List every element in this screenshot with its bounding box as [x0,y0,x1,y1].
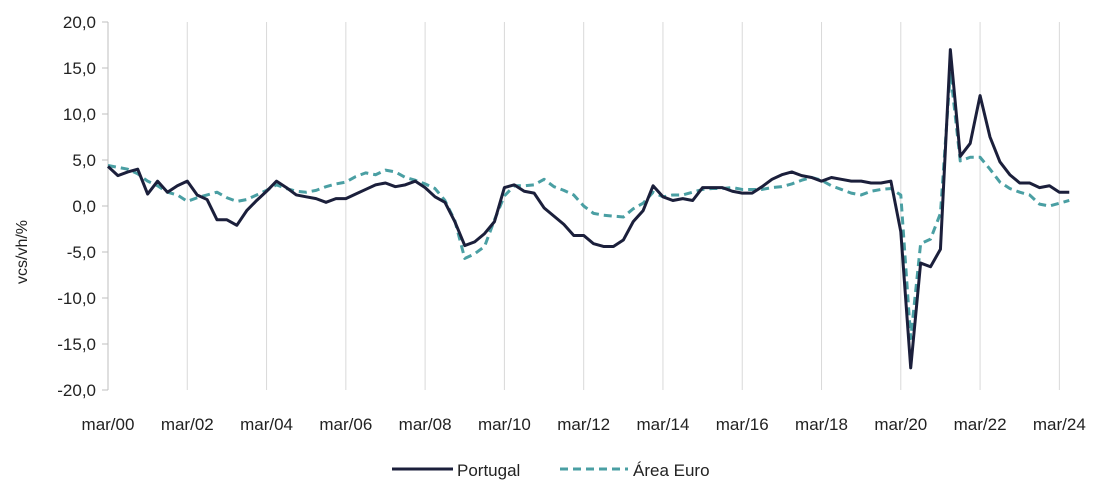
legend: Portugal Área Euro [392,461,710,480]
y-tick-label: 5,0 [72,151,96,170]
y-tick-label: 0,0 [72,197,96,216]
x-tick-label: mar/08 [399,415,452,434]
y-tick-labels: 20,0 15,0 10,0 5,0 0,0 -5,0 -10,0 -15,0 -20,0 [57,13,96,400]
y-axis-title: vcs/vh/% [14,220,31,284]
x-tick-label: mar/20 [874,415,927,434]
x-tick-labels: mar/00 mar/02 mar/04 mar/06 mar/08 mar/10 mar/… [82,415,1086,434]
y-tick-label: -20,0 [57,381,96,400]
series-lines [106,48,1070,370]
x-tick-label: mar/14 [636,415,689,434]
x-tick-label: mar/24 [1033,415,1086,434]
y-tick-label: -15,0 [57,335,96,354]
legend-label-portugal: Portugal [457,461,520,480]
vertical-gridlines [107,22,1060,390]
x-tick-label: mar/12 [557,415,610,434]
y-tick-label: -5,0 [67,243,96,262]
x-tick-label: mar/18 [795,415,848,434]
y-tick-label: 20,0 [63,13,96,32]
y-tick-label: 10,0 [63,105,96,124]
series-line-portugal [106,48,1070,370]
x-tick-label: mar/00 [82,415,135,434]
y-tick-label: -10,0 [57,289,96,308]
x-tick-label: mar/06 [319,415,372,434]
legend-label-area-euro: Área Euro [633,461,710,480]
x-tick-label: mar/22 [954,415,1007,434]
x-tick-label: mar/04 [240,415,293,434]
axes [102,21,109,391]
x-tick-label: mar/16 [716,415,769,434]
x-tick-label: mar/10 [478,415,531,434]
y-tick-label: 15,0 [63,59,96,78]
x-tick-label: mar/02 [161,415,214,434]
